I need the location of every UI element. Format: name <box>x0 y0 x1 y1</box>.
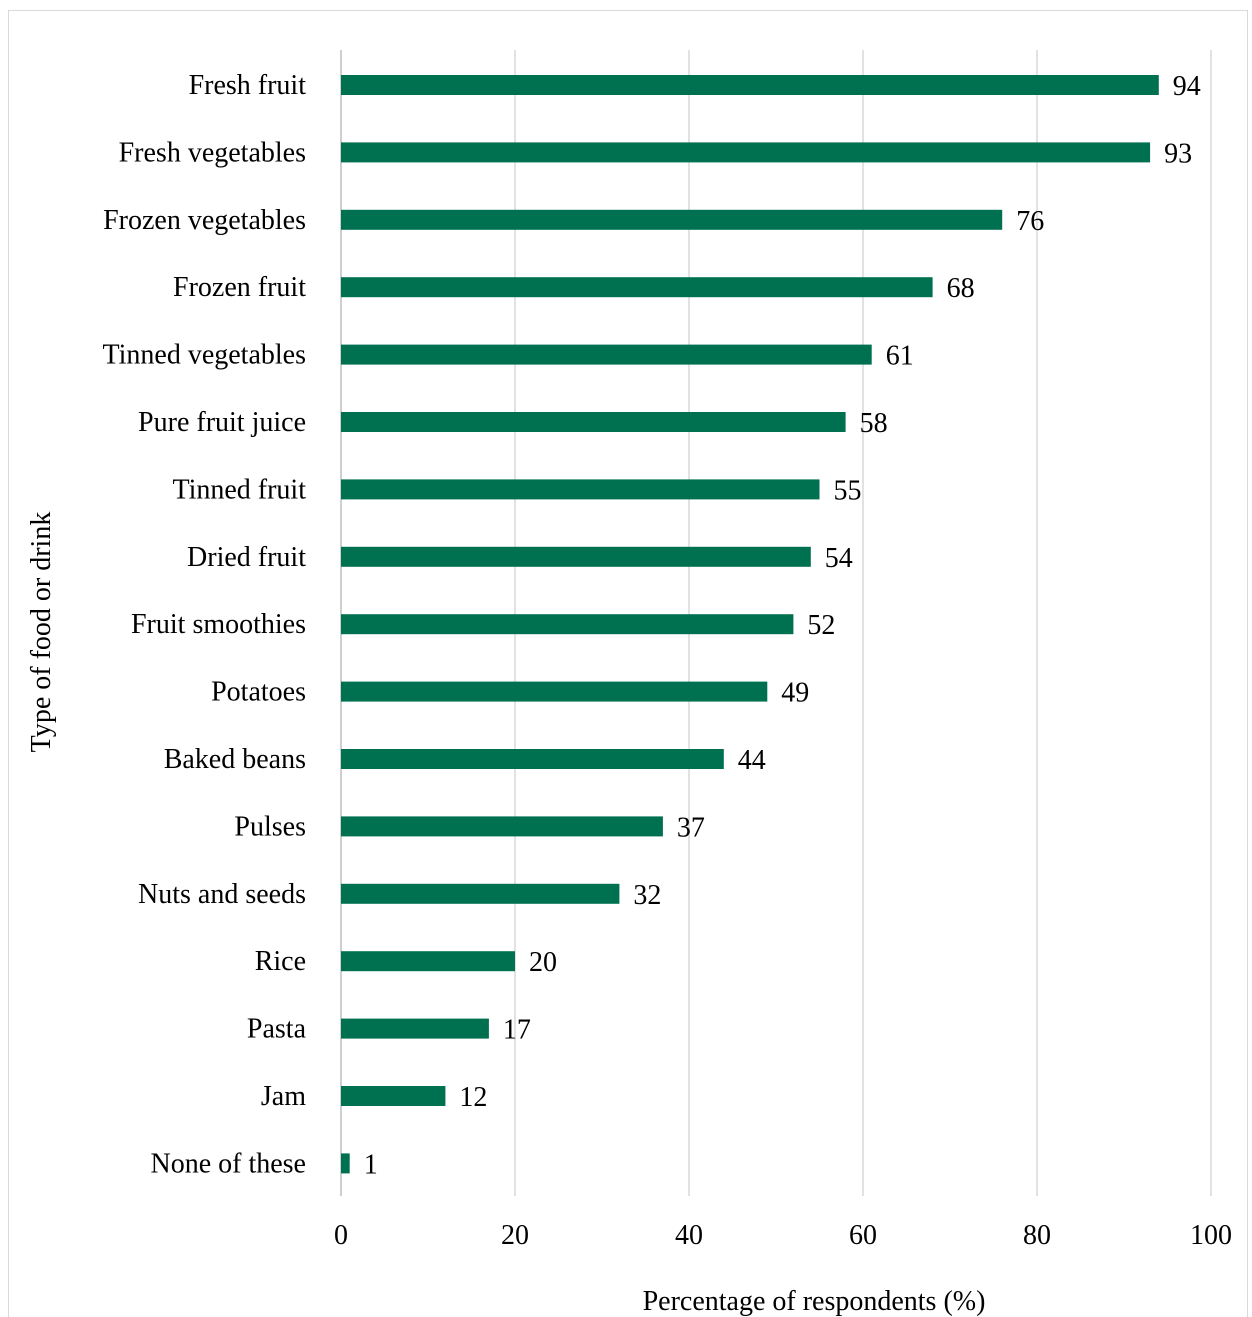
category-label: Tinned vegetables <box>103 340 307 371</box>
bar <box>341 209 1003 230</box>
category-label: None of these <box>150 1148 306 1179</box>
category-label: Pure fruit juice <box>138 407 306 438</box>
bar <box>341 479 820 500</box>
category-label: Fruit smoothies <box>131 609 306 640</box>
data-label: 37 <box>677 812 705 843</box>
category-label: Frozen vegetables <box>103 205 306 236</box>
category-label: Tinned fruit <box>172 474 306 505</box>
data-label: 32 <box>633 880 661 911</box>
bar <box>341 1153 350 1174</box>
data-label: 49 <box>781 678 809 709</box>
bar <box>341 277 933 298</box>
data-label: 12 <box>459 1082 487 1113</box>
category-label: Jam <box>261 1081 306 1112</box>
bar <box>341 614 794 635</box>
x-tick-labels: 0 20 40 60 80 100 <box>334 1220 1232 1251</box>
data-label: 44 <box>738 745 766 776</box>
data-label: 17 <box>503 1015 531 1046</box>
chart-frame <box>8 10 1248 1317</box>
bar <box>341 344 872 365</box>
bar <box>341 749 724 769</box>
bar <box>341 1018 489 1039</box>
data-label: 54 <box>825 543 853 574</box>
data-label: 55 <box>834 475 862 506</box>
bar <box>341 142 1151 163</box>
bar <box>341 546 811 567</box>
bar <box>341 681 768 702</box>
x-tick-label: 20 <box>501 1220 529 1251</box>
x-tick-label: 0 <box>334 1220 348 1251</box>
category-label: Dried fruit <box>187 542 306 573</box>
data-label: 94 <box>1173 71 1201 102</box>
category-label: Pulses <box>234 811 306 842</box>
data-label: 58 <box>860 408 888 439</box>
x-tick-label: 80 <box>1023 1220 1051 1251</box>
data-label: 1 <box>364 1149 378 1180</box>
data-label: 52 <box>807 610 835 641</box>
bar <box>341 883 620 904</box>
x-axis-title: Percentage of respondents (%) <box>643 1286 986 1317</box>
x-tick-label: 60 <box>849 1220 877 1251</box>
category-labels: Fresh fruit Fresh vegetables Frozen vegeta… <box>103 70 307 1179</box>
category-label: Pasta <box>247 1014 307 1045</box>
data-label: 93 <box>1164 138 1192 169</box>
category-label: Potatoes <box>211 677 306 708</box>
bars <box>341 75 1159 1174</box>
x-tick-label: 100 <box>1190 1220 1232 1251</box>
bar <box>341 951 515 972</box>
data-label: 61 <box>886 341 914 372</box>
y-axis-title: Type of food or drink <box>26 512 57 753</box>
bar <box>341 412 846 432</box>
data-label: 76 <box>1016 206 1044 237</box>
category-label: Rice <box>255 946 306 977</box>
category-label: Fresh fruit <box>189 70 307 101</box>
data-label: 68 <box>947 273 975 304</box>
x-tick-label: 40 <box>675 1220 703 1251</box>
bar <box>341 75 1159 95</box>
bar <box>341 816 663 837</box>
category-label: Frozen fruit <box>173 272 306 303</box>
category-label: Fresh vegetables <box>119 137 306 168</box>
bar <box>341 1086 446 1106</box>
category-label: Nuts and seeds <box>138 879 306 910</box>
value-labels: 94 93 76 68 61 58 55 54 52 49 44 37 32 20 17 12 1 <box>364 71 1201 1180</box>
category-label: Baked beans <box>164 744 306 775</box>
data-label: 20 <box>529 947 557 978</box>
